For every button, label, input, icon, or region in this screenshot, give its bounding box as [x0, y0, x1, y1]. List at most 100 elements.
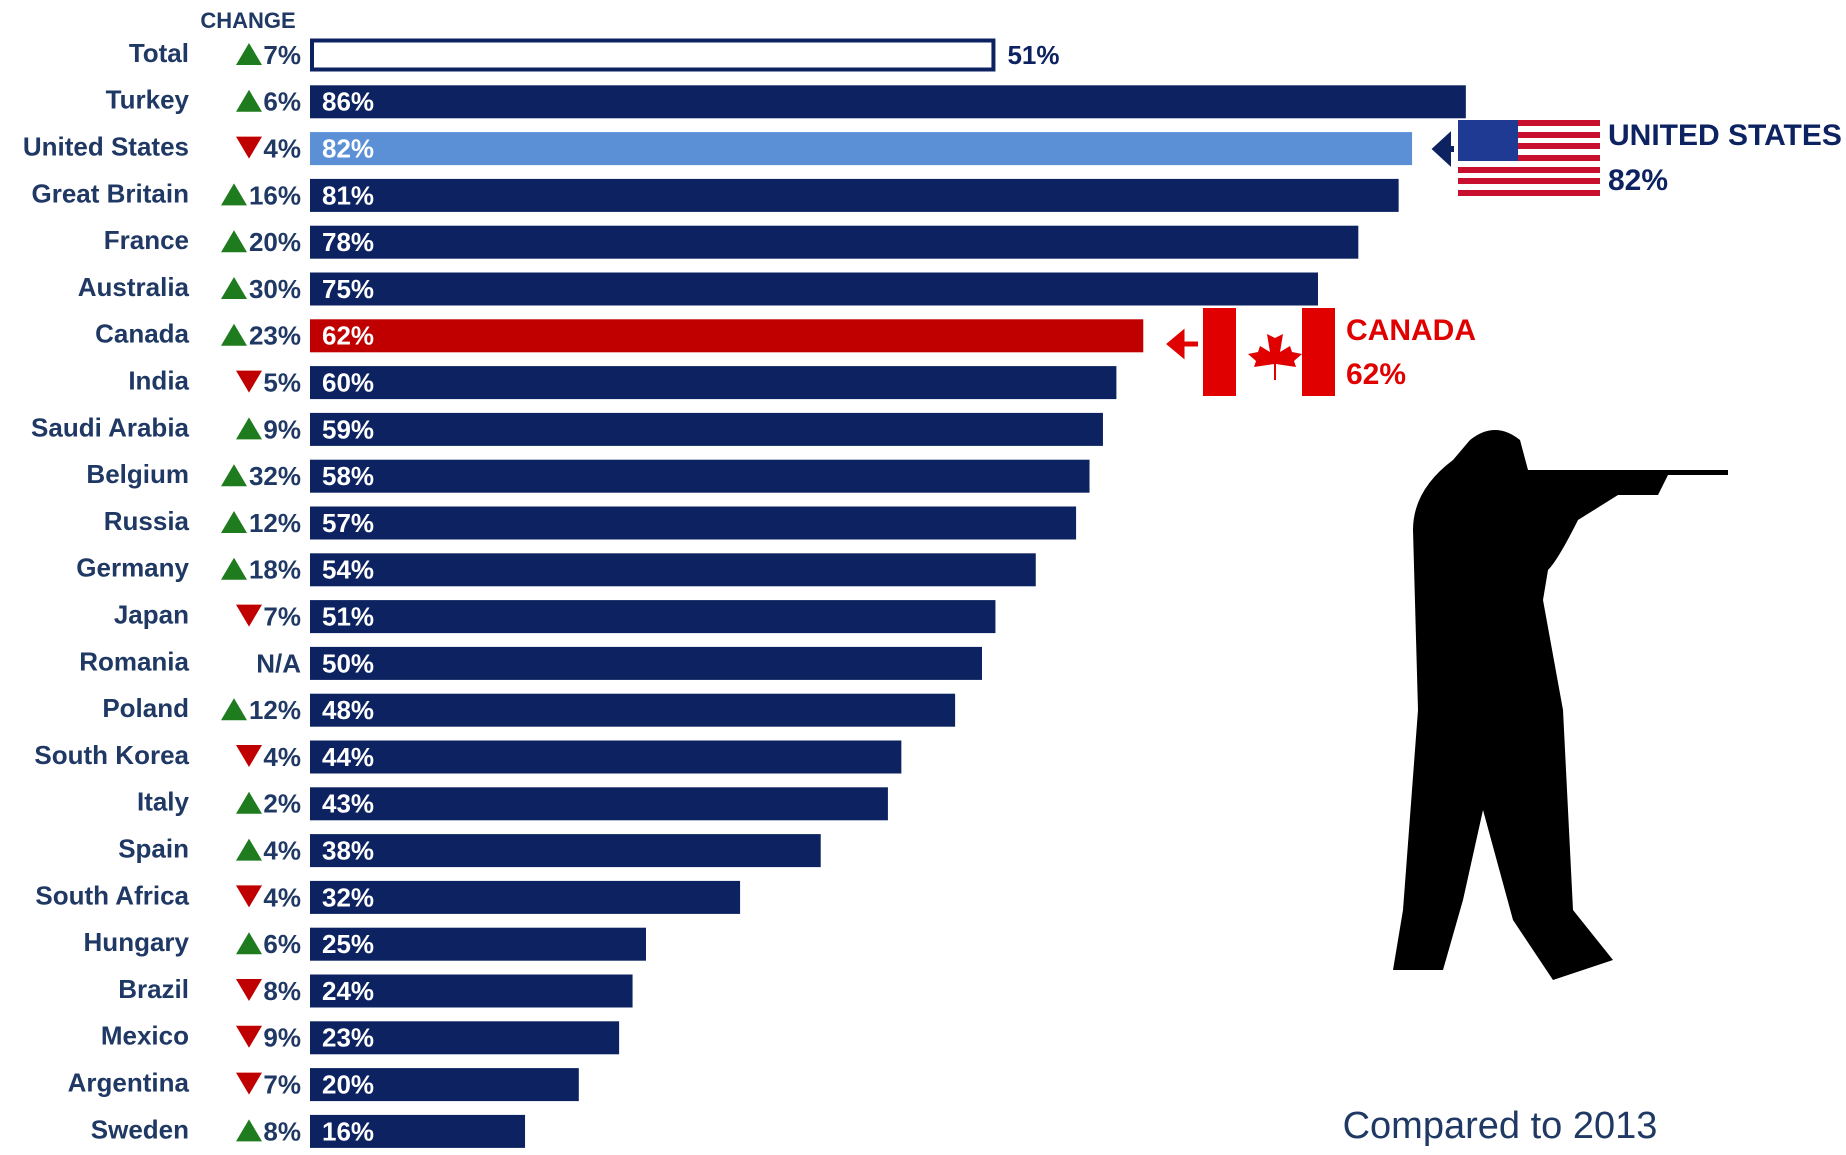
change-label: 4% [263, 882, 301, 912]
category-label: India [128, 365, 189, 395]
category-label: Sweden [91, 1114, 189, 1144]
change-arrow-up [236, 89, 262, 112]
bar [310, 1114, 526, 1148]
value-label: 57% [322, 508, 374, 538]
category-label: Japan [114, 599, 189, 629]
value-label: 59% [322, 414, 374, 444]
bar [310, 600, 996, 634]
change-label: 5% [263, 367, 301, 397]
category-label: Mexico [101, 1021, 189, 1051]
category-label: Poland [102, 693, 189, 723]
change-arrow-down [236, 604, 262, 627]
change-arrow-down [236, 1072, 262, 1095]
category-label: Belgium [86, 459, 189, 489]
change-arrow-up [236, 932, 262, 955]
category-label: Brazil [118, 974, 189, 1004]
bar [310, 412, 1103, 446]
value-label: 62% [322, 321, 374, 351]
us-arrow [1431, 131, 1454, 167]
bar [310, 132, 1413, 166]
category-label: South Korea [34, 740, 189, 770]
change-arrow-down [236, 136, 262, 159]
category-label: Argentina [68, 1067, 190, 1097]
category-label: Germany [76, 553, 189, 583]
bar [310, 319, 1144, 353]
annotation-label: CANADA [1346, 314, 1476, 347]
change-label: 7% [263, 40, 301, 70]
category-label: Italy [137, 787, 190, 817]
change-label: 4% [263, 133, 301, 163]
change-label: 4% [263, 742, 301, 772]
bar [310, 974, 633, 1008]
value-label: 81% [322, 180, 374, 210]
value-label: 38% [322, 835, 374, 865]
change-label: N/A [256, 648, 301, 678]
change-label: 9% [263, 414, 301, 444]
canada-arrow [1166, 328, 1198, 360]
value-label: 25% [322, 929, 374, 959]
change-arrow-up [221, 183, 247, 206]
change-label: 6% [263, 87, 301, 117]
change-arrow-up [221, 698, 247, 721]
change-arrow-down [236, 1025, 262, 1048]
bar [310, 506, 1077, 540]
change-arrow-up [236, 43, 262, 65]
annotation-label: UNITED STATES [1608, 119, 1842, 152]
change-label: 30% [249, 274, 301, 304]
category-label: South Africa [35, 880, 189, 910]
category-label: United States [23, 131, 189, 161]
bar [310, 459, 1090, 493]
change-arrow-up [221, 557, 247, 580]
change-arrow-up [221, 230, 247, 253]
value-label: 50% [322, 648, 374, 678]
value-label: 58% [322, 461, 374, 491]
bar [310, 927, 646, 961]
soldier-silhouette [1393, 430, 1728, 980]
change-label: 20% [249, 227, 301, 257]
change-label: 6% [263, 929, 301, 959]
change-label: 16% [249, 180, 301, 210]
change-arrow-down [236, 370, 262, 393]
value-label: 82% [322, 133, 374, 163]
value-label: 44% [322, 742, 374, 772]
change-label: 18% [249, 555, 301, 585]
category-label: Canada [95, 319, 189, 349]
change-label: 7% [263, 1069, 301, 1099]
value-label: 16% [322, 1116, 374, 1146]
value-label: 43% [322, 789, 374, 819]
value-label: 78% [322, 227, 374, 257]
category-label: Australia [78, 272, 190, 302]
value-label: 75% [322, 274, 374, 304]
value-label: 51% [322, 601, 374, 631]
value-label: 60% [322, 367, 374, 397]
value-label: 23% [322, 1023, 374, 1053]
footnote: Compared to 2013 [1343, 1105, 1658, 1147]
bar [310, 1068, 579, 1102]
bar [310, 787, 888, 821]
category-label: Romania [79, 646, 189, 676]
change-label: 12% [249, 695, 301, 725]
change-arrow-up [221, 323, 247, 346]
bar [310, 178, 1399, 212]
change-arrow-up [236, 1119, 262, 1142]
bar [310, 38, 996, 72]
change-arrow-down [236, 979, 262, 1001]
bar [310, 740, 902, 774]
change-label: 23% [249, 321, 301, 351]
bar [310, 85, 1466, 119]
change-label: 2% [263, 789, 301, 819]
change-label: 7% [263, 601, 301, 631]
bar [310, 834, 821, 868]
change-label: 4% [263, 835, 301, 865]
change-arrow-down [236, 745, 262, 767]
change-arrow-up [236, 791, 262, 814]
value-label: 20% [322, 1069, 374, 1099]
category-label: Great Britain [32, 178, 190, 208]
category-label: Total [129, 38, 189, 68]
bar [310, 366, 1117, 400]
change-arrow-down [236, 885, 262, 908]
value-label: 24% [322, 976, 374, 1006]
us-flag [1458, 120, 1600, 196]
bar [310, 880, 741, 914]
